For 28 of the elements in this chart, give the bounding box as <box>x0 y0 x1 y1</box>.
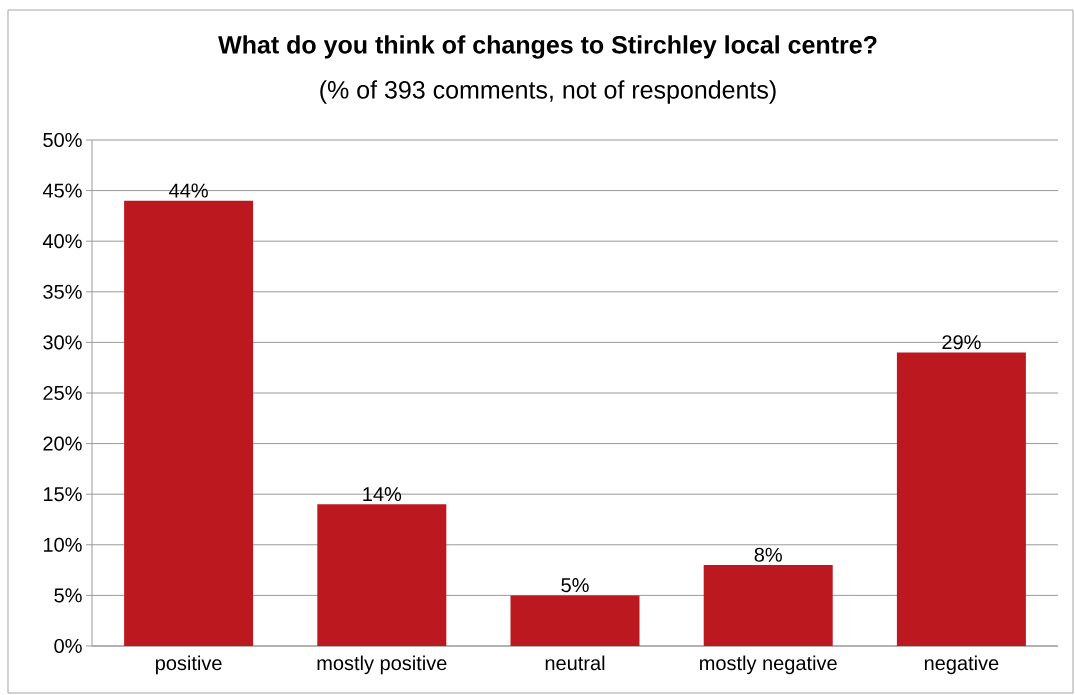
y-tick-label: 25% <box>43 385 82 401</box>
y-tick-label: 5% <box>54 588 82 603</box>
bar <box>124 200 254 646</box>
data-label: 14% <box>363 487 402 502</box>
x-tick-label: positive <box>155 655 222 675</box>
bar <box>317 504 447 646</box>
y-tick-label: 50% <box>43 132 82 148</box>
y-tick-label: 40% <box>42 234 82 249</box>
x-tick-label: negative <box>924 655 999 675</box>
bar <box>896 352 1026 646</box>
y-tick-label: 15% <box>43 487 82 502</box>
data-label: 5% <box>561 578 589 593</box>
y-tick-label: 0% <box>54 638 82 654</box>
y-tick-label: 20% <box>43 436 82 451</box>
x-tick-label: neutral <box>545 655 605 671</box>
data-label: 29% <box>942 335 981 350</box>
chart-subtitle: (% of 393 comments, not of respondents) <box>320 80 776 104</box>
chart-title: What do you think of changes to Stirchley local centre? <box>218 35 877 59</box>
y-tick-label: 10% <box>43 537 82 552</box>
y-tick-label: 35% <box>43 284 82 299</box>
x-tick-label: mostly negative <box>700 655 837 675</box>
data-label: 8% <box>754 547 782 562</box>
bar <box>510 595 640 646</box>
data-label: 44% <box>169 183 208 198</box>
bar <box>703 565 833 646</box>
y-tick-label: 45% <box>42 183 82 198</box>
x-tick-label: mostly positive <box>317 655 447 675</box>
y-tick-label: 30% <box>43 335 82 350</box>
